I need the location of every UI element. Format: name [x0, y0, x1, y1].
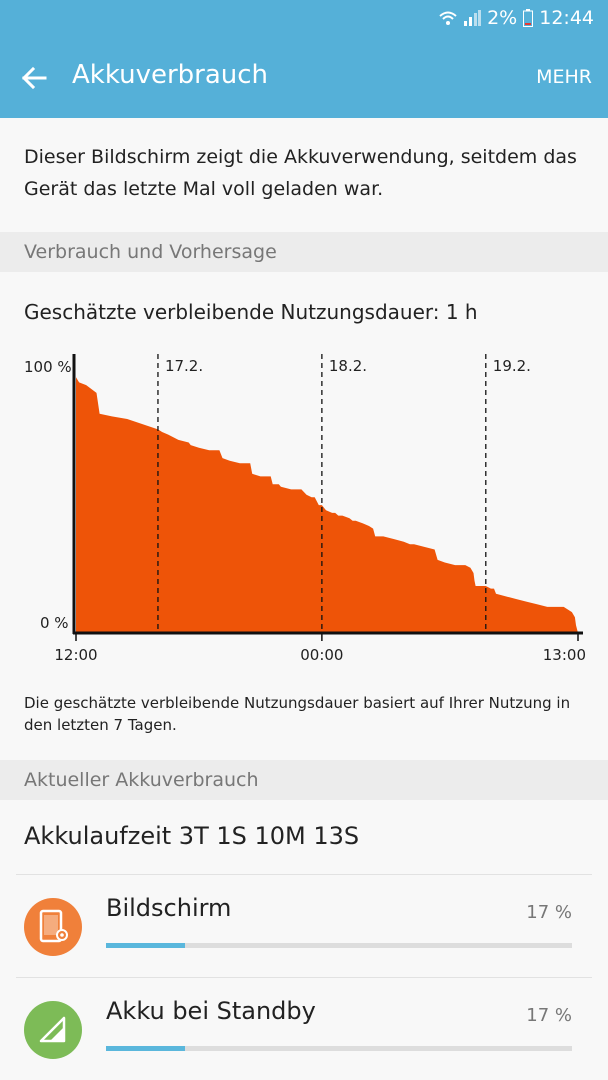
clock: 12:44: [539, 7, 594, 29]
usage-progress-track: [106, 943, 572, 948]
date-marker-label: 19.2.: [493, 357, 531, 375]
section-header-current-usage: Aktueller Akkuverbrauch: [0, 760, 608, 800]
battery-percent: 2%: [487, 7, 518, 29]
y-tick-label: 100 %: [24, 358, 72, 376]
arrow-back-icon: [21, 66, 47, 90]
more-button[interactable]: MEHR: [536, 66, 592, 88]
estimated-remaining-time: Geschätzte verbleibende Nutzungsdauer: 1…: [24, 300, 478, 324]
signal-icon: [463, 10, 482, 26]
x-tick-label: 13:00: [543, 646, 586, 664]
date-marker-label: 18.2.: [329, 357, 367, 375]
usage-progress-track: [106, 1046, 572, 1051]
chart-note: Die geschätzte verbleibende Nutzungsdaue…: [24, 694, 571, 734]
battery-low-icon: [523, 9, 534, 27]
intro-text: Dieser Bildschirm zeigt die Akkuverwendu…: [24, 146, 577, 200]
divider: [16, 874, 592, 875]
usage-item-percent: 17 %: [526, 1005, 572, 1026]
screen-icon: [24, 898, 82, 956]
x-tick-label: 00:00: [300, 646, 343, 664]
usage-progress-fill: [106, 1046, 186, 1051]
date-marker-label: 17.2.: [165, 357, 203, 375]
status-bar: 2% 12:44: [0, 0, 608, 36]
usage-item-name: Akku bei Standby: [106, 997, 316, 1025]
y-tick-label: 0 %: [40, 614, 69, 632]
usage-item-screen[interactable]: Bildschirm 17 %: [0, 876, 608, 976]
section-header-usage-forecast: Verbrauch und Vorhersage: [0, 232, 608, 272]
x-tick-label: 12:00: [54, 646, 97, 664]
signal-standby-icon: [24, 1001, 82, 1059]
battery-level-area: [76, 377, 578, 633]
battery-uptime: Akkulaufzeit 3T 1S 10M 13S: [24, 822, 360, 850]
usage-progress-fill: [106, 943, 186, 948]
wifi-icon: [439, 10, 457, 26]
usage-item-percent: 17 %: [526, 902, 572, 923]
usage-item-name: Bildschirm: [106, 894, 232, 922]
app-bar: Akkuverbrauch MEHR: [0, 36, 608, 118]
back-button[interactable]: [14, 57, 56, 99]
page-title: Akkuverbrauch: [72, 60, 269, 90]
battery-usage-chart: 17.2. 18.2. 19.2. 100 % 0 % 12:00 00:00 13:00: [24, 354, 586, 664]
divider: [16, 977, 592, 978]
usage-item-standby[interactable]: Akku bei Standby 17 %: [0, 979, 608, 1079]
